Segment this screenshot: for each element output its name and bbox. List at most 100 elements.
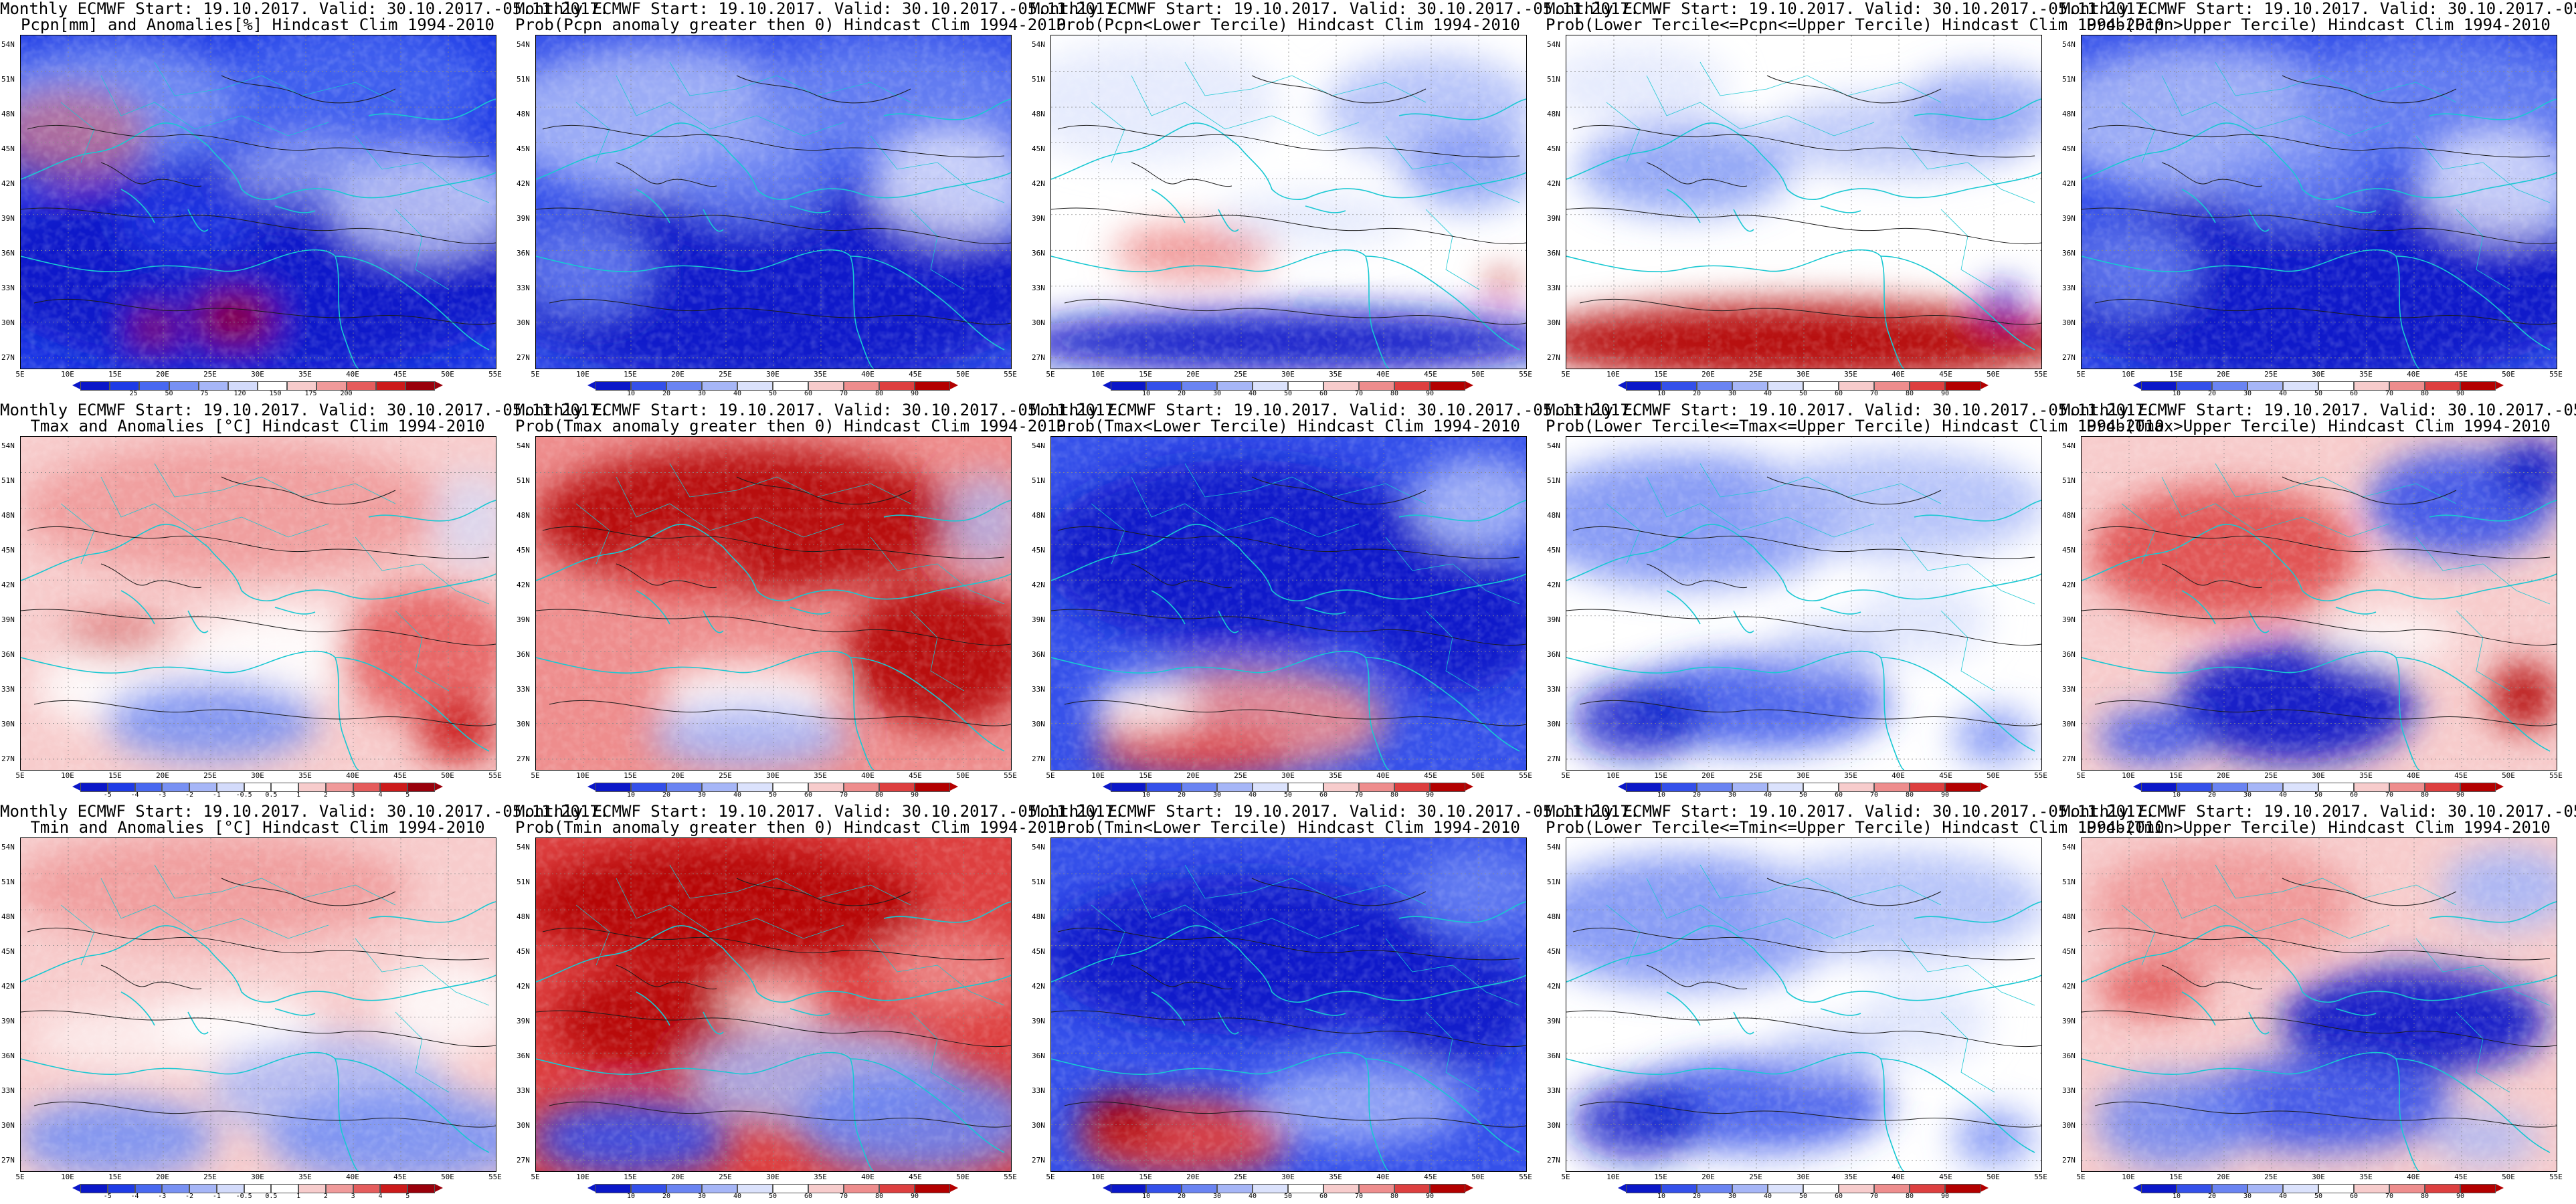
latitude-label: 36N: [1547, 249, 1560, 258]
panel-title-line2: Prob(Tmin>Upper Tercile) Hindcast Clim 1…: [2086, 818, 2551, 837]
longitude-label: 55E: [2034, 771, 2047, 780]
longitude-label: 35E: [1844, 1173, 1857, 1181]
longitude-label: 5E: [1046, 771, 1055, 780]
longitude-label: 30E: [1281, 771, 1295, 780]
colorbar-label: 2: [323, 1193, 328, 1200]
colorbar-segment: [1217, 1184, 1253, 1193]
latitude-label: 36N: [517, 249, 530, 258]
colorbar-segment: [287, 381, 317, 391]
colorbar-label: 70: [839, 791, 848, 799]
colorbar-segment: [1626, 381, 1661, 391]
longitude-label: 20E: [1701, 771, 1715, 780]
country-border: [669, 62, 911, 103]
latitude-label: 39N: [1032, 1017, 1045, 1025]
isoline: [616, 965, 717, 990]
colorbar-segment: [1359, 381, 1394, 391]
coastline: [120, 991, 316, 1035]
colorbar-segment: [2247, 381, 2283, 391]
panel-title-line2: Tmin and Anomalies [°C] Hindcast Clim 19…: [30, 818, 485, 837]
country-border: [395, 610, 450, 692]
latitude-label: 39N: [1547, 214, 1560, 223]
isoline: [1251, 75, 1427, 104]
colorbar-label: -4: [130, 791, 139, 799]
latitude-label: 54N: [1032, 40, 1045, 49]
colorbar-label: 20: [1692, 1193, 1701, 1200]
country-border: [2456, 1011, 2510, 1093]
longitude-label: 5E: [1046, 1173, 1055, 1181]
colorbar-label: 20: [1177, 390, 1186, 397]
isoline: [2088, 927, 2551, 961]
map-field: [1566, 437, 2041, 770]
coastline: [883, 98, 1011, 120]
coastline: [1151, 590, 1346, 633]
colorbar-segment: [1803, 1184, 1839, 1193]
latitude-label: 51N: [1, 75, 15, 84]
colorbar-label: 80: [875, 1193, 884, 1200]
colorbar-min-arrow: [2133, 381, 2141, 389]
latitude-label: 30N: [2062, 720, 2076, 728]
longitude-label: 10E: [1091, 1173, 1105, 1181]
coastline: [120, 590, 316, 633]
longitude-label: 15E: [2169, 771, 2183, 780]
coastline: [1365, 1058, 1520, 1153]
panel-title-line1: Monthly ECMWF Start: 19.10.2017. Valid: …: [0, 802, 610, 821]
colorbar-segment: [631, 381, 666, 391]
latitude-label: 33N: [1, 284, 15, 292]
colorbar-segment: [1768, 1184, 1803, 1193]
longitude-label: 55E: [488, 370, 502, 379]
colorbar-label: 10: [1657, 390, 1666, 397]
longitude-label: 50E: [956, 771, 970, 780]
longitude-label: 10E: [1606, 370, 1620, 379]
colorbar-segment: [107, 783, 135, 792]
country-border: [575, 904, 610, 966]
colorbar-min-arrow: [2133, 783, 2141, 791]
latitude-label: 54N: [1, 843, 15, 851]
panel-title-line2: Prob(Tmax anomaly greater then 0) Hindca…: [515, 417, 1067, 435]
colorbar-segment: [2425, 1184, 2460, 1193]
isoline: [542, 526, 1005, 559]
panel-title-line2: Prob(Tmax<Lower Tercile) Hindcast Clim 1…: [1056, 417, 1520, 435]
colorbar: [1103, 783, 1473, 792]
isoline: [1766, 75, 1942, 104]
colorbar-label: 90: [1940, 390, 1950, 397]
longitude-label: 20E: [156, 370, 169, 379]
latitude-label: 45N: [2062, 947, 2076, 956]
country-border: [1091, 904, 1125, 966]
colorbar-min-arrow: [72, 381, 80, 389]
coastline: [335, 657, 490, 752]
coastline: [1880, 1058, 2035, 1153]
colorbar-label: 50: [1799, 390, 1808, 397]
colorbar-segment: [380, 1184, 408, 1193]
longitude-label: 45E: [909, 771, 922, 780]
coastline: [21, 1051, 359, 1171]
longitude-label: 20E: [671, 771, 684, 780]
latitude-label: 45N: [517, 947, 530, 956]
panel-title-line2: Prob(Pcpn<Lower Tercile) Hindcast Clim 1…: [1056, 15, 1520, 34]
longitude-label: 25E: [2264, 370, 2278, 379]
colorbar-segment: [407, 783, 435, 792]
colorbar-segment: [2247, 1184, 2283, 1193]
coastline: [2082, 925, 2557, 1003]
latitude-label: 54N: [1032, 843, 1045, 851]
longitude-label: 45E: [393, 1173, 407, 1181]
coastline: [536, 1051, 875, 1171]
colorbar-max-arrow: [950, 381, 958, 389]
colorbar-label: 80: [2420, 791, 2429, 799]
colorbar-segment: [2177, 1184, 2212, 1193]
longitude-label: 15E: [1654, 370, 1667, 379]
country-border: [1425, 209, 1480, 290]
colorbar: [1103, 381, 1473, 391]
colorbar-label: 0.5: [265, 1193, 278, 1200]
latitude-label: 36N: [1, 249, 15, 258]
longitude-label: 55E: [1004, 1173, 1017, 1181]
latitude-label: 27N: [1032, 353, 1045, 362]
longitude-label: 35E: [814, 771, 827, 780]
latitude-label: 36N: [2062, 650, 2076, 659]
colorbar-label: 50: [1799, 1193, 1808, 1200]
latitude-label: 36N: [1547, 650, 1560, 659]
longitude-label: 30E: [251, 370, 264, 379]
latitude-label: 39N: [1, 615, 15, 624]
latitude-label: 45N: [1, 144, 15, 153]
isoline: [1566, 609, 2041, 646]
latitude-label: 45N: [2062, 546, 2076, 555]
